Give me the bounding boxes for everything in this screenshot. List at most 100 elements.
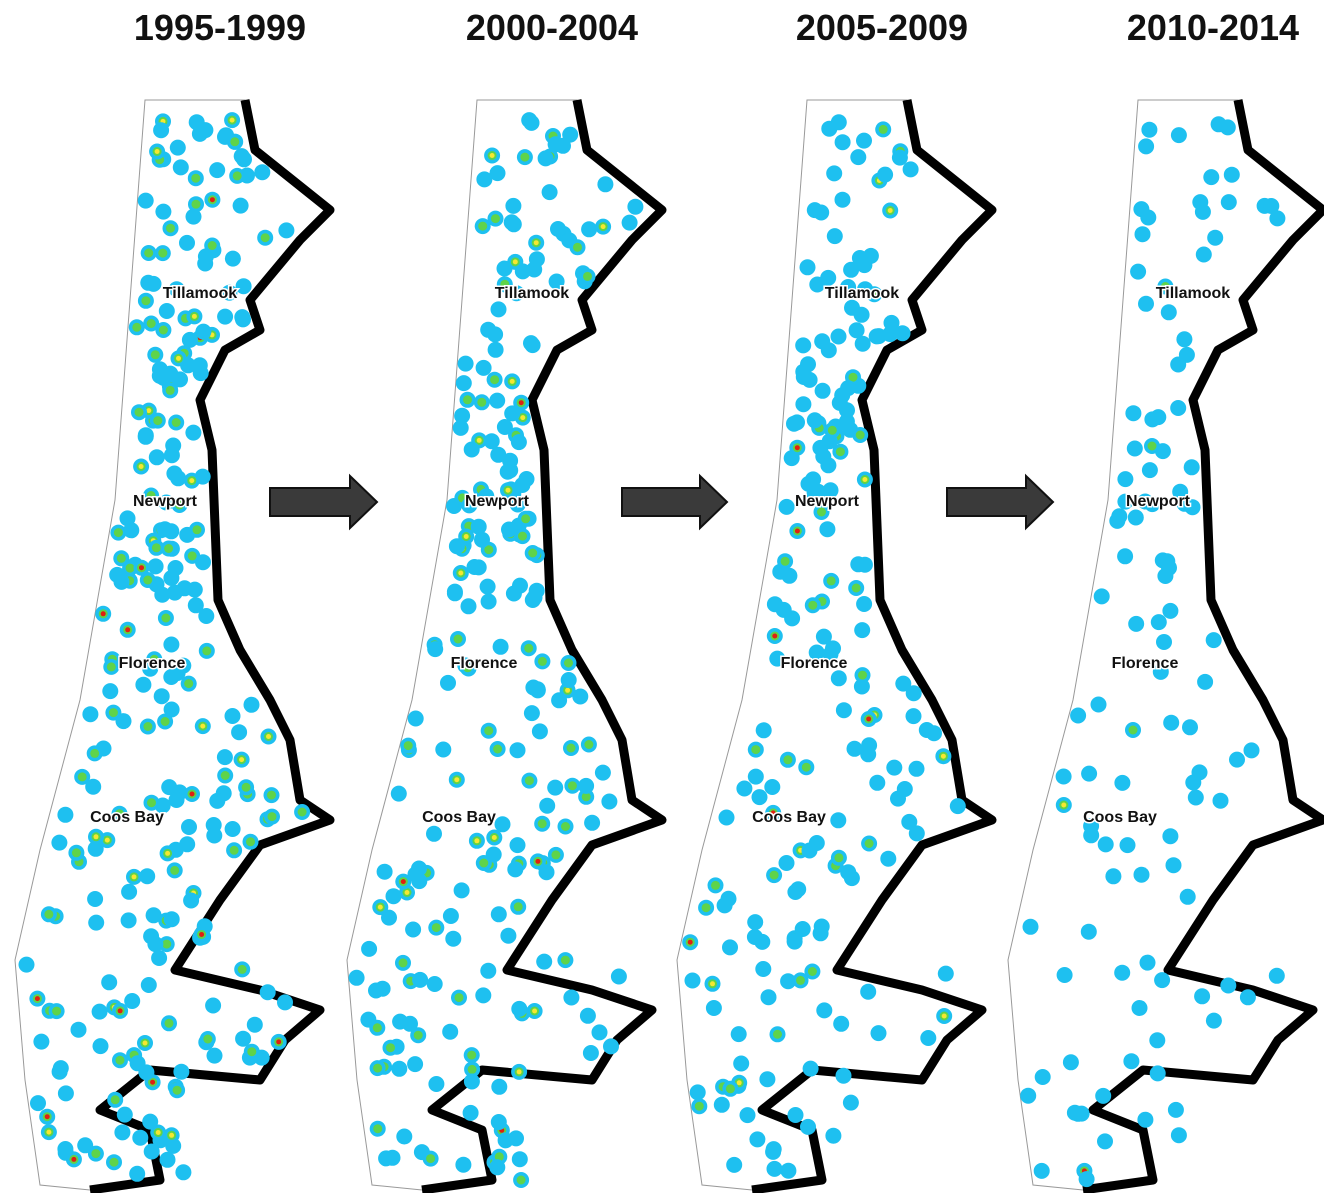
heat-point (1224, 167, 1240, 183)
heat-point (401, 879, 406, 884)
heat-point (152, 543, 161, 552)
heat-point (238, 965, 247, 974)
heat-point (153, 416, 162, 425)
heat-point (161, 614, 170, 623)
heat-point (221, 771, 230, 780)
heat-point (52, 1007, 61, 1016)
heat-point (871, 1025, 887, 1041)
heat-point (141, 296, 150, 305)
heat-point (831, 114, 847, 130)
heat-point (895, 676, 911, 692)
heat-point (1023, 919, 1039, 935)
heat-point (1220, 119, 1236, 135)
heat-point (808, 967, 817, 976)
heat-point (862, 477, 867, 482)
heat-point (405, 890, 410, 895)
heat-point (550, 221, 566, 237)
heat-point (130, 1055, 146, 1071)
heat-point (567, 744, 576, 753)
heat-point (463, 395, 472, 404)
heat-point (454, 882, 470, 898)
heat-point (189, 478, 194, 483)
heat-point (897, 781, 913, 797)
heat-point (141, 977, 157, 993)
heat-point (1171, 1127, 1187, 1143)
heat-point (888, 208, 893, 213)
heat-point (349, 970, 365, 986)
heat-point (233, 198, 249, 214)
heat-point (886, 760, 902, 776)
heat-point (101, 974, 117, 990)
heat-point (747, 929, 763, 945)
heat-point (170, 140, 186, 156)
heat-point (385, 1150, 401, 1166)
heat-point (176, 356, 181, 361)
heat-point (1137, 1112, 1153, 1128)
heat-point (1154, 972, 1170, 988)
heat-point (942, 1014, 947, 1019)
heat-point (895, 325, 911, 341)
heat-point (807, 412, 823, 428)
heat-point (161, 717, 170, 726)
heat-point (199, 932, 204, 937)
heat-point (90, 749, 99, 758)
heat-point (246, 837, 255, 846)
heat-point (795, 337, 811, 353)
heat-point (1150, 409, 1166, 425)
heat-point (184, 679, 193, 688)
heat-point (1128, 616, 1144, 632)
heat-point (800, 259, 816, 275)
heat-point (695, 1102, 704, 1111)
heat-point (455, 1157, 471, 1173)
heat-point (581, 221, 597, 237)
heat-point (121, 884, 137, 900)
heat-point (414, 1031, 423, 1040)
heat-point (206, 828, 222, 844)
heat-point (1179, 347, 1195, 363)
heat-point (1061, 803, 1066, 808)
heat-point (373, 1023, 382, 1032)
heat-point (35, 996, 40, 1001)
heat-point (1229, 752, 1245, 768)
heat-point (1166, 857, 1182, 873)
map-panel: TillamookNewportFlorenceCoos Bay (347, 100, 662, 1190)
heat-point (169, 792, 185, 808)
city-label: Coos Bay (422, 809, 496, 826)
heat-point (190, 792, 195, 797)
heat-point (520, 415, 525, 420)
heat-point (836, 1068, 852, 1084)
heat-point (524, 644, 533, 653)
heat-point (740, 1107, 756, 1123)
heat-point (1114, 775, 1130, 791)
heat-point (144, 249, 153, 258)
heat-point (1184, 459, 1200, 475)
heat-point (849, 322, 865, 338)
heat-point (123, 522, 139, 538)
heat-point (830, 812, 846, 828)
heat-point (1105, 868, 1121, 884)
heat-point (480, 963, 496, 979)
heat-point (856, 257, 872, 273)
heat-point (561, 956, 570, 965)
heat-point (547, 780, 563, 796)
heat-point (114, 574, 130, 590)
heat-point (507, 861, 523, 877)
heat-point (57, 807, 73, 823)
heat-point (481, 594, 497, 610)
heat-point (1132, 1000, 1148, 1016)
heat-point (941, 754, 946, 759)
heat-point (247, 1047, 256, 1056)
heat-point (1095, 1088, 1111, 1104)
heat-point (162, 940, 171, 949)
heat-point (205, 998, 221, 1014)
heat-point (391, 1061, 407, 1077)
heat-point (597, 176, 613, 192)
heat-point (175, 1164, 191, 1180)
heat-point (510, 837, 526, 853)
heat-point (125, 627, 130, 632)
heat-point (261, 233, 270, 242)
heat-point (163, 637, 179, 653)
heat-point (480, 579, 496, 595)
heat-point (143, 928, 159, 944)
heat-point (173, 1086, 182, 1095)
